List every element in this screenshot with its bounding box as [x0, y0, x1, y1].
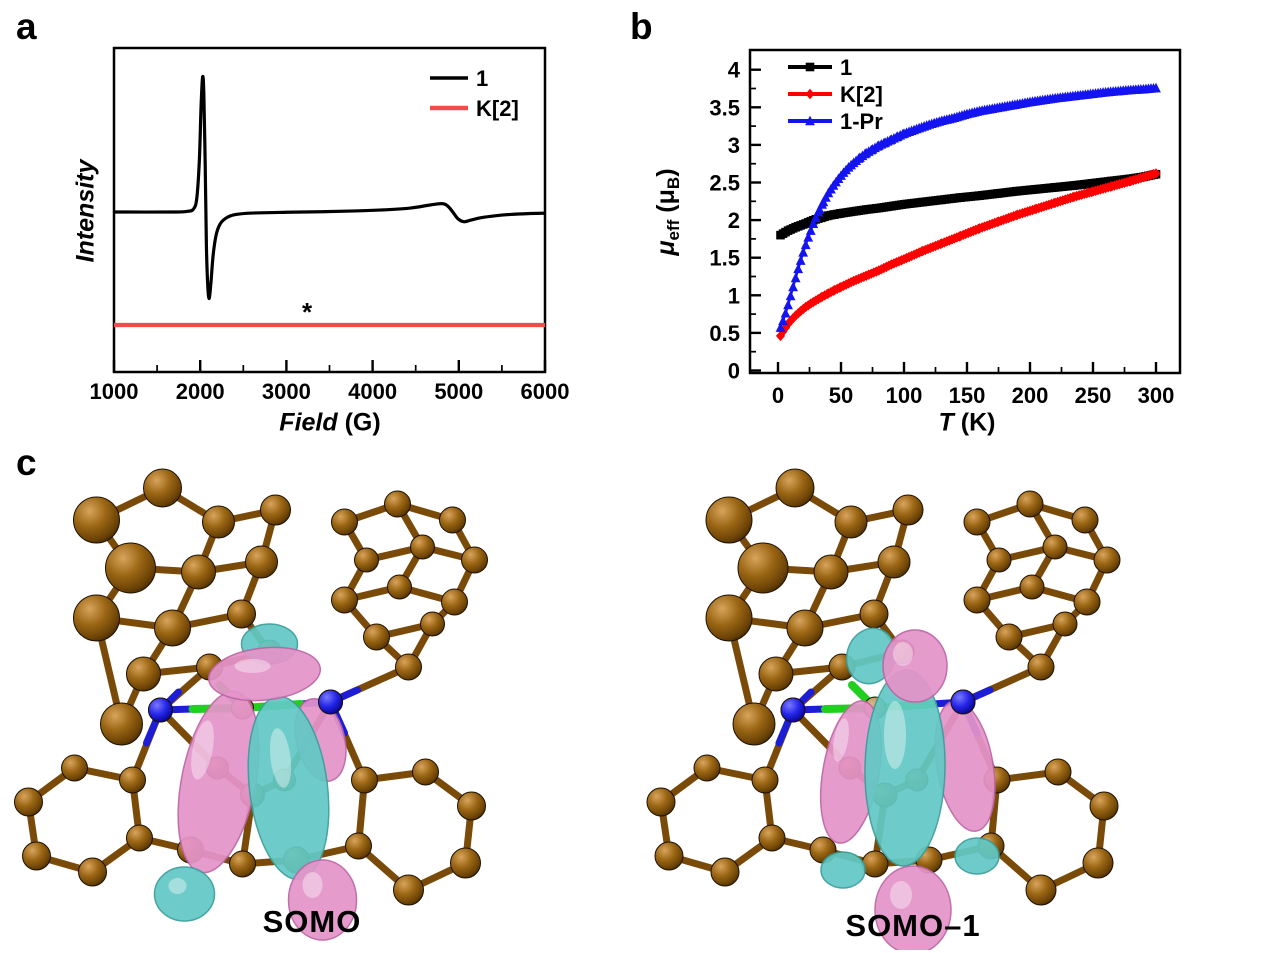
svg-text:1000: 1000 — [90, 379, 139, 404]
svg-text:4000: 4000 — [348, 379, 397, 404]
magnetic-moment-chart: 00.511.522.533.540 50 100 150 200 250 3001K[2]… — [709, 48, 1182, 408]
plot-frame — [748, 48, 1182, 375]
series-1-Pr — [775, 82, 1161, 332]
x-axis-ticks: 1000 2000 3000 4000 5000 6000 — [90, 360, 570, 404]
svg-text:K[2]: K[2] — [476, 96, 519, 121]
panel-b-y-axis-label: μeff (μB) — [652, 168, 683, 256]
svg-text:1: 1 — [476, 66, 488, 91]
svg-text:0.5: 0.5 — [709, 321, 740, 346]
svg-text:1.5: 1.5 — [709, 246, 740, 271]
svg-text:3000: 3000 — [262, 379, 311, 404]
svg-text:6000: 6000 — [521, 379, 570, 404]
svg-text:4: 4 — [728, 58, 741, 83]
svg-text:2.5: 2.5 — [709, 171, 740, 196]
svg-text:200: 200 — [1012, 383, 1049, 408]
molecule-somo-minus-1 — [645, 450, 1265, 950]
series-K[2] — [775, 168, 1161, 342]
svg-text:1: 1 — [728, 283, 740, 308]
somo-1-orbital-lobes — [819, 627, 1000, 950]
somo-orbital-lobes — [153, 623, 358, 941]
molecule-somo — [10, 450, 635, 941]
svg-text:250: 250 — [1075, 383, 1112, 408]
svg-text:0: 0 — [728, 359, 740, 384]
somo-1-caption: SOMO–1 — [845, 908, 981, 943]
svg-text:1-Pr: 1-Pr — [840, 109, 883, 134]
svg-text:3.5: 3.5 — [709, 95, 740, 120]
series-1 — [113, 74, 546, 301]
panel-a-y-axis-label: Intensity — [71, 159, 100, 263]
asterisk-annotation: * — [302, 297, 313, 327]
svg-text:100: 100 — [886, 383, 923, 408]
svg-text:2000: 2000 — [176, 379, 225, 404]
svg-text:150: 150 — [949, 383, 986, 408]
svg-text:300: 300 — [1138, 383, 1175, 408]
epr-spectrum-chart: 1000 2000 3000 4000 5000 6000 * 1 K[2] — [90, 46, 570, 404]
svg-text:5000: 5000 — [434, 379, 483, 404]
svg-text:2: 2 — [728, 208, 740, 233]
svg-text:3: 3 — [728, 133, 740, 158]
nitrogen-atoms-front — [780, 689, 976, 723]
nitrogen-atoms-front — [148, 689, 343, 723]
panel-a-label: a — [16, 6, 37, 47]
svg-text:1: 1 — [840, 55, 852, 80]
x-axis-ticks: 0 50 100 150 200 250 300 — [772, 362, 1174, 408]
somo-caption: SOMO — [262, 904, 362, 939]
legend: 1 K[2] — [430, 66, 519, 121]
svg-text:50: 50 — [829, 383, 853, 408]
panel-c-label: c — [16, 442, 37, 483]
panel-b-x-axis-label: T (K) — [938, 408, 996, 437]
legend: 1K[2]1-Pr — [788, 55, 883, 134]
svg-text:K[2]: K[2] — [840, 82, 883, 107]
svg-text:0: 0 — [772, 383, 784, 408]
panel-a-x-axis-label: Field (G) — [279, 408, 381, 437]
y-axis-ticks: 0 0.5 1 1.5 2 2.5 3 3.5 4 — [709, 58, 761, 384]
panel-b-label: b — [630, 6, 653, 47]
